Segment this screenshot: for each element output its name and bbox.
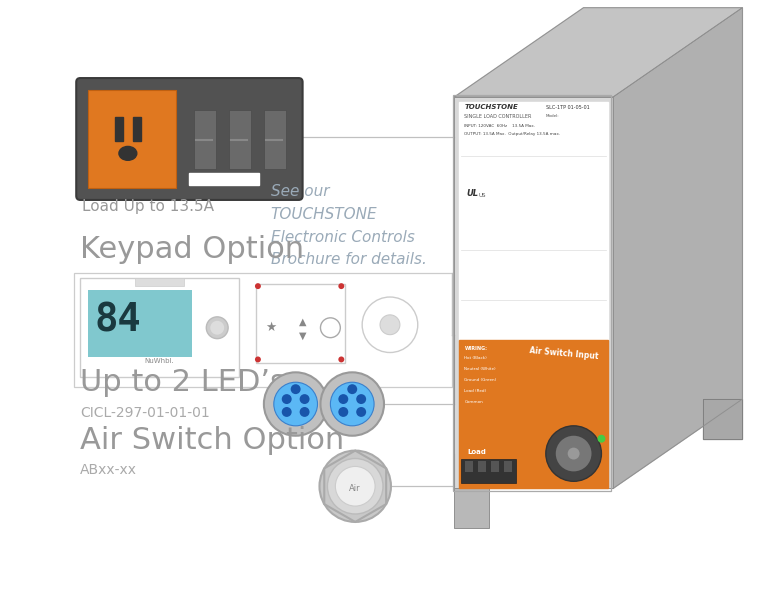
Polygon shape bbox=[454, 488, 489, 528]
Text: UL: UL bbox=[467, 189, 478, 198]
Circle shape bbox=[338, 356, 344, 362]
Circle shape bbox=[320, 451, 391, 522]
Text: Common: Common bbox=[464, 400, 483, 404]
Text: ▲: ▲ bbox=[299, 317, 306, 327]
Circle shape bbox=[206, 317, 228, 338]
Polygon shape bbox=[614, 8, 742, 488]
Polygon shape bbox=[133, 117, 141, 142]
Circle shape bbox=[347, 384, 357, 394]
Circle shape bbox=[336, 466, 375, 506]
Circle shape bbox=[300, 407, 310, 417]
Polygon shape bbox=[454, 97, 614, 488]
Text: US: US bbox=[478, 193, 486, 198]
Circle shape bbox=[338, 394, 348, 404]
Circle shape bbox=[567, 448, 580, 460]
Bar bbox=[88, 90, 176, 188]
Text: SINGLE LOAD CONTROLLER: SINGLE LOAD CONTROLLER bbox=[464, 114, 532, 119]
Circle shape bbox=[357, 394, 367, 404]
Polygon shape bbox=[189, 173, 259, 185]
Circle shape bbox=[546, 426, 601, 481]
Circle shape bbox=[330, 382, 374, 426]
Text: Air Switch Input: Air Switch Input bbox=[529, 346, 599, 361]
Text: WIRING:: WIRING: bbox=[464, 346, 487, 350]
Text: CICL-297-01-01-01: CICL-297-01-01-01 bbox=[80, 406, 210, 420]
Circle shape bbox=[264, 373, 327, 436]
Text: Keypad Option: Keypad Option bbox=[80, 235, 304, 265]
Text: Neutral (White): Neutral (White) bbox=[464, 367, 496, 371]
Bar bbox=[461, 458, 516, 483]
Circle shape bbox=[282, 394, 292, 404]
Polygon shape bbox=[115, 117, 123, 142]
Polygon shape bbox=[460, 340, 608, 488]
Text: Electronic Controls: Electronic Controls bbox=[271, 230, 415, 245]
Polygon shape bbox=[454, 8, 742, 97]
Circle shape bbox=[255, 356, 261, 362]
Text: Load: Load bbox=[467, 449, 487, 455]
Circle shape bbox=[320, 318, 340, 338]
Text: Ground (Green): Ground (Green) bbox=[464, 378, 497, 382]
Circle shape bbox=[338, 283, 344, 289]
Text: ★: ★ bbox=[265, 321, 276, 334]
Text: Air: Air bbox=[350, 484, 361, 493]
Bar bbox=[74, 273, 451, 387]
Bar bbox=[465, 461, 474, 472]
Text: Up to 2 LED’s: Up to 2 LED’s bbox=[80, 368, 286, 397]
Circle shape bbox=[598, 435, 605, 443]
Circle shape bbox=[380, 315, 400, 335]
Text: TOUCHSTONE: TOUCHSTONE bbox=[271, 207, 377, 222]
Polygon shape bbox=[460, 102, 608, 340]
Circle shape bbox=[282, 407, 292, 417]
Text: NuWhbl.: NuWhbl. bbox=[145, 358, 175, 364]
Text: 84: 84 bbox=[94, 302, 141, 340]
Circle shape bbox=[210, 321, 224, 335]
Bar bbox=[264, 110, 286, 169]
Circle shape bbox=[300, 394, 310, 404]
Text: ABxx-xx: ABxx-xx bbox=[80, 463, 137, 478]
Text: Load (Red): Load (Red) bbox=[464, 389, 487, 393]
Circle shape bbox=[320, 373, 384, 436]
Bar bbox=[229, 110, 251, 169]
Circle shape bbox=[338, 407, 348, 417]
Polygon shape bbox=[703, 399, 742, 439]
Text: INPUT: 120VAC  60Hz    13.5A Max.: INPUT: 120VAC 60Hz 13.5A Max. bbox=[464, 124, 535, 128]
Bar bbox=[256, 284, 345, 364]
Text: See our: See our bbox=[271, 184, 330, 199]
Text: OUTPUT: 13.5A Max.  Output/Relay 13.5A max.: OUTPUT: 13.5A Max. Output/Relay 13.5A ma… bbox=[464, 131, 561, 136]
Bar bbox=[504, 461, 512, 472]
FancyBboxPatch shape bbox=[76, 78, 303, 200]
Circle shape bbox=[274, 382, 317, 426]
Text: Hot (Black): Hot (Black) bbox=[464, 356, 487, 361]
Bar bbox=[135, 278, 185, 286]
Bar bbox=[478, 461, 487, 472]
Circle shape bbox=[362, 297, 418, 353]
Circle shape bbox=[255, 283, 261, 289]
Circle shape bbox=[357, 407, 367, 417]
Bar bbox=[491, 461, 499, 472]
Ellipse shape bbox=[119, 146, 137, 160]
Bar bbox=[88, 290, 192, 358]
Text: SLC-1TP 01-05-01: SLC-1TP 01-05-01 bbox=[546, 105, 590, 110]
Bar bbox=[194, 110, 216, 169]
Bar bbox=[80, 278, 239, 377]
Circle shape bbox=[291, 384, 300, 394]
Text: ▼: ▼ bbox=[299, 331, 306, 341]
Text: Load Up to 13.5A: Load Up to 13.5A bbox=[82, 199, 214, 214]
Text: Model:: Model: bbox=[546, 114, 560, 118]
Text: Brochure for details.: Brochure for details. bbox=[271, 253, 427, 268]
Bar bbox=[453, 95, 611, 491]
Circle shape bbox=[556, 436, 591, 472]
Text: TOUCHSTONE: TOUCHSTONE bbox=[464, 104, 518, 110]
Circle shape bbox=[327, 458, 383, 514]
Text: Air Switch Option: Air Switch Option bbox=[80, 425, 344, 455]
